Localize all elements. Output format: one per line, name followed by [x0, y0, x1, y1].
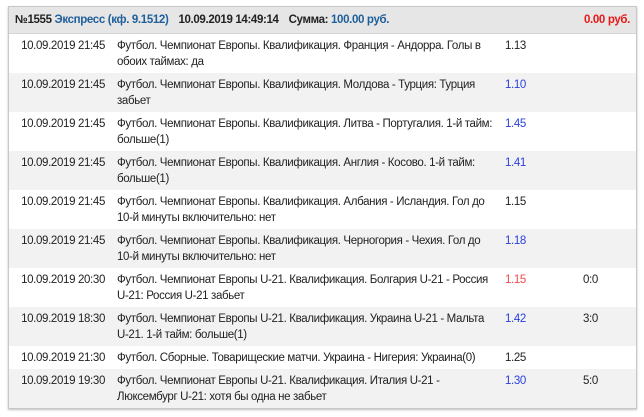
- bet-type[interactable]: Экспресс (кф. 9.1512): [54, 14, 169, 26]
- event-score: [583, 350, 623, 366]
- event-row: 10.09.2019 21:45 Футбол. Чемпионат Европ…: [9, 151, 636, 190]
- event-row: 10.09.2019 18:30 Футбол. Чемпионат Европ…: [9, 307, 636, 346]
- event-description: Футбол. Чемпионат Европы. Квалификация. …: [117, 235, 481, 263]
- payout-value: 0.00 руб.: [584, 14, 630, 26]
- event-odds: 1.15: [505, 196, 526, 208]
- event-score: [583, 38, 623, 70]
- events-list: 10.09.2019 21:45 Футбол. Чемпионат Европ…: [9, 34, 636, 408]
- event-score: [583, 116, 623, 148]
- event-description: Футбол. Чемпионат Европы. Квалификация. …: [117, 157, 475, 185]
- event-description: Футбол. Чемпионат Европы U-21. Квалифика…: [117, 274, 488, 302]
- event-score: [583, 194, 623, 226]
- bet-datetime: 10.09.2019 14:49:14: [178, 14, 279, 26]
- event-odds: 1.41: [505, 157, 526, 169]
- event-odds: 1.10: [505, 79, 526, 91]
- event-description: Футбол. Чемпионат Европы. Квалификация. …: [117, 118, 493, 146]
- event-row: 10.09.2019 19:30 Футбол. Чемпионат Европ…: [9, 369, 636, 408]
- event-row: 10.09.2019 21:45 Футбол. Чемпионат Европ…: [9, 112, 636, 151]
- event-score: 3:0: [583, 313, 598, 325]
- event-description: Футбол. Чемпионат Европы. Квалификация. …: [117, 79, 475, 107]
- event-odds: 1.13: [505, 40, 526, 52]
- event-odds: 1.15: [505, 274, 526, 286]
- bet-card: №1555 Экспресс (кф. 9.1512) 10.09.2019 1…: [8, 6, 637, 409]
- event-date: 10.09.2019 21:45: [21, 79, 105, 91]
- event-description: Футбол. Сборные. Товарищеские матчи. Укр…: [117, 352, 476, 364]
- event-odds: 1.45: [505, 118, 526, 130]
- event-date: 10.09.2019 21:30: [21, 352, 105, 364]
- event-row: 10.09.2019 21:45 Футбол. Чемпионат Европ…: [9, 190, 636, 229]
- event-odds: 1.25: [505, 352, 526, 364]
- bet-number: №1555: [15, 14, 52, 26]
- sum-value: 100.00 руб.: [331, 14, 390, 26]
- event-description: Футбол. Чемпионат Европы. Квалификация. …: [117, 196, 485, 224]
- bet-header: №1555 Экспресс (кф. 9.1512) 10.09.2019 1…: [9, 7, 636, 34]
- event-description: Футбол. Чемпионат Европы U-21. Квалифика…: [117, 313, 485, 341]
- event-odds: 1.42: [505, 313, 526, 325]
- event-date: 10.09.2019 21:45: [21, 196, 105, 208]
- event-date: 10.09.2019 21:45: [21, 235, 105, 247]
- event-score: [583, 77, 623, 109]
- event-date: 10.09.2019 21:45: [21, 157, 105, 169]
- event-date: 10.09.2019 19:30: [21, 375, 105, 387]
- event-description: Футбол. Чемпионат Европы U-21. Квалифика…: [117, 375, 440, 403]
- event-description: Футбол. Чемпионат Европы. Квалификация. …: [117, 40, 481, 68]
- event-date: 10.09.2019 18:30: [21, 313, 105, 325]
- event-odds: 1.18: [505, 235, 526, 247]
- sum-label: Сумма:: [288, 14, 329, 26]
- event-odds: 1.30: [505, 375, 526, 387]
- event-row: 10.09.2019 21:30 Футбол. Сборные. Товари…: [9, 346, 636, 369]
- event-row: 10.09.2019 21:45 Футбол. Чемпионат Европ…: [9, 229, 636, 268]
- event-date: 10.09.2019 20:30: [21, 274, 105, 286]
- event-score: [583, 155, 623, 187]
- event-date: 10.09.2019 21:45: [21, 118, 105, 130]
- event-score: 5:0: [583, 375, 598, 387]
- event-row: 10.09.2019 20:30 Футбол. Чемпионат Европ…: [9, 268, 636, 307]
- event-score: 0:0: [583, 274, 598, 286]
- event-row: 10.09.2019 21:45 Футбол. Чемпионат Европ…: [9, 34, 636, 73]
- event-score: [583, 233, 623, 265]
- event-date: 10.09.2019 21:45: [21, 40, 105, 52]
- event-row: 10.09.2019 21:45 Футбол. Чемпионат Европ…: [9, 73, 636, 112]
